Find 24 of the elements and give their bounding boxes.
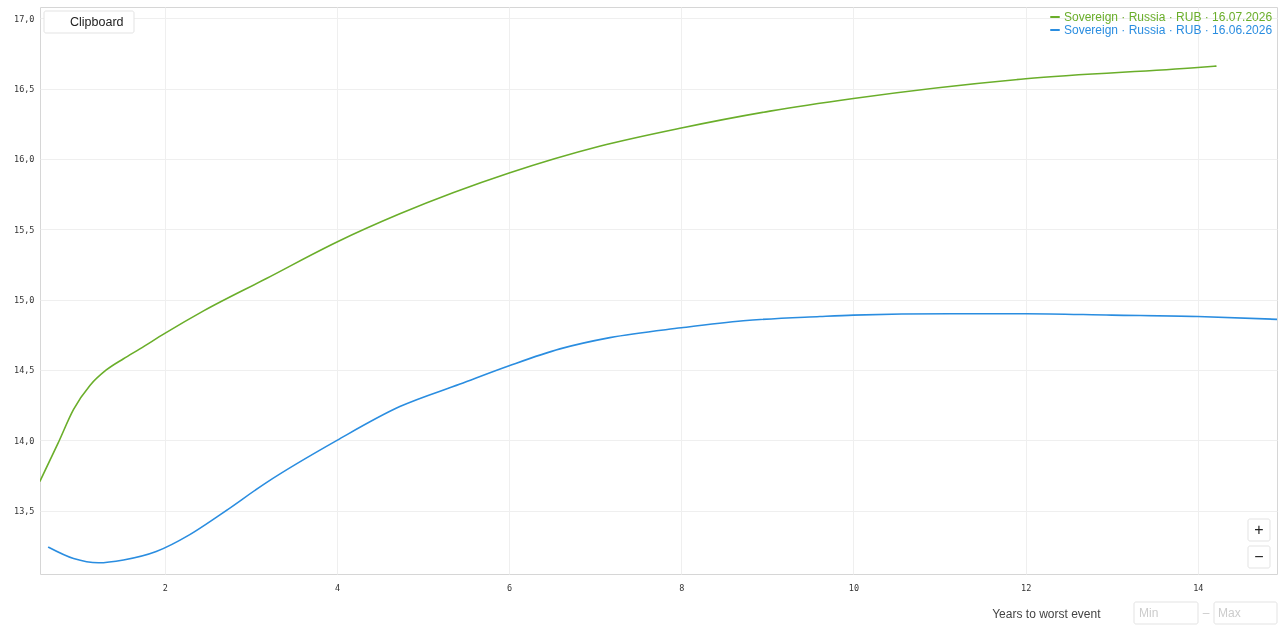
x-axis-title: Years to worst event [992, 606, 1102, 621]
annotation: + [1254, 521, 1264, 538]
x-tick-label: 12 [1021, 582, 1032, 593]
y-tick-label: 15,5 [14, 224, 35, 235]
x-tick-label: 10 [848, 582, 860, 593]
x-tick-label: 6 [507, 582, 513, 593]
line-series [47, 312, 1277, 564]
legend-label: Sovereign · Russia · RUB · 16.07.2026 [1064, 10, 1273, 24]
y-tick-label: 14,5 [14, 365, 35, 376]
line-series [40, 65, 1217, 482]
y-tick-label: 16,5 [14, 84, 35, 95]
x-tick-label: 4 [334, 582, 341, 593]
x-tick-label: 8 [679, 582, 685, 593]
y-tick-label: 16,0 [14, 154, 35, 165]
legend-label: Sovereign · Russia · RUB · 16.06.2026 [1064, 23, 1273, 37]
y-tick-label: 13,5 [14, 506, 35, 517]
x-tick-label: 2 [162, 582, 168, 593]
x-tick-label: 14 [1193, 582, 1204, 593]
y-tick-label: 17,0 [14, 13, 35, 24]
text: – [1202, 606, 1210, 620]
y-tick-label: 15,0 [14, 295, 35, 306]
y-tick-label: 14,0 [14, 435, 35, 446]
annotation: − [1254, 548, 1264, 565]
annotation: Clipboard [70, 15, 124, 29]
